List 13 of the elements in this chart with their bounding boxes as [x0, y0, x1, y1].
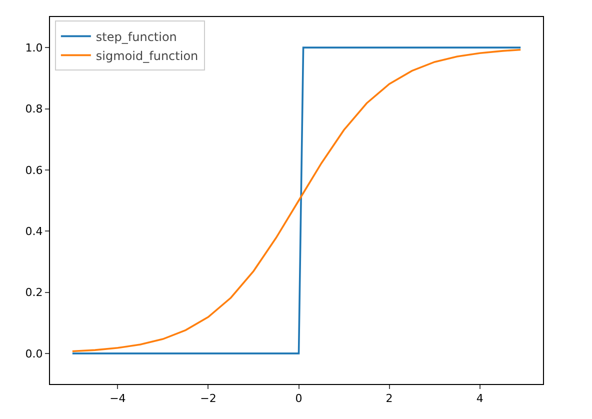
y-tick-label: 0.0	[25, 347, 43, 360]
x-tick-label: −4	[110, 392, 126, 406]
x-tick-label: 2	[386, 392, 393, 406]
legend-label: step_function	[96, 30, 177, 44]
y-tick-label: 0.2	[25, 286, 43, 300]
x-tick-label: 0	[295, 392, 302, 406]
y-tick-label: 0.8	[25, 102, 43, 116]
y-tick-label: 0.6	[25, 164, 43, 177]
x-tick-label: 4	[476, 392, 484, 406]
x-tick-label: −2	[200, 392, 216, 406]
legend-label: sigmoid_function	[96, 48, 198, 63]
y-tick-label: 0.4	[25, 224, 43, 238]
y-tick-label: 1.0	[25, 41, 43, 54]
